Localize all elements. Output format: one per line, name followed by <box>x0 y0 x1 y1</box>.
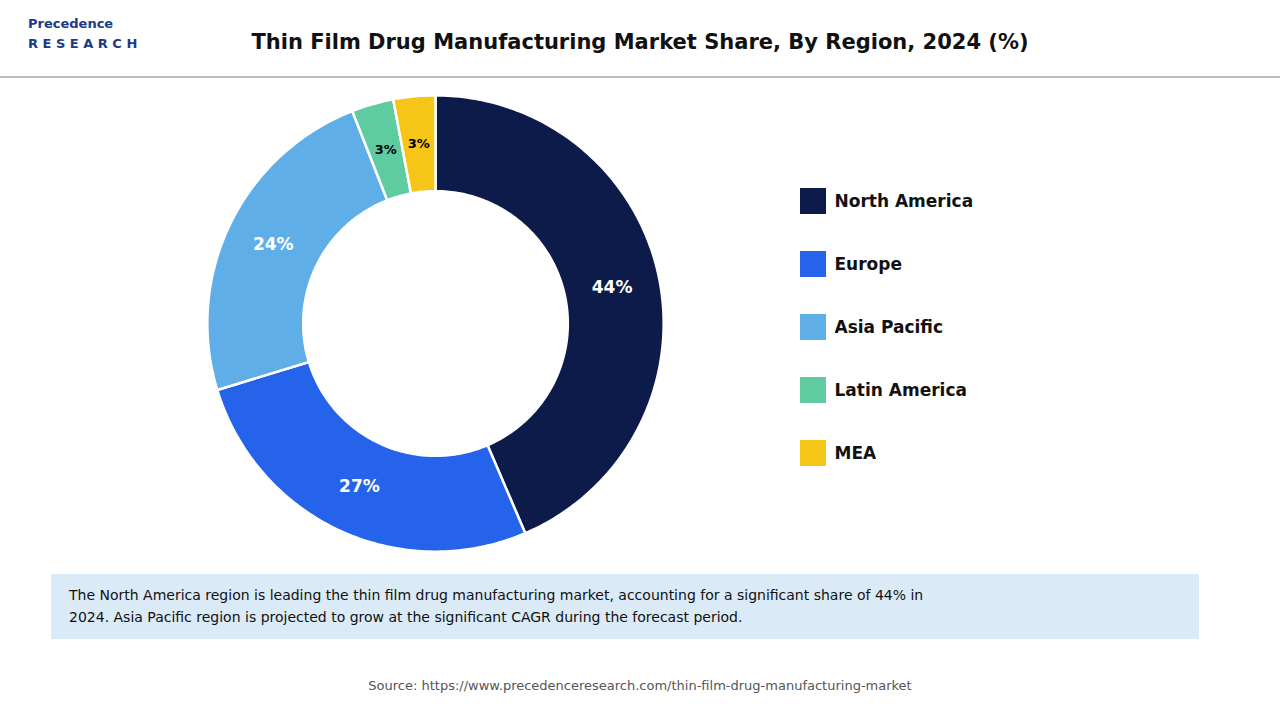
html-text:Latin America: Latin America <box>834 380 967 400</box>
html-text:Europe: Europe <box>834 254 902 274</box>
html-text:North America: North America <box>834 191 974 211</box>
html-text:Thin Film Drug Manufacturing M: Thin Film Drug Manufacturing Market Shar… <box>251 30 1029 54</box>
svg-text:3%: 3% <box>375 142 397 157</box>
svg-text:27%: 27% <box>339 476 380 496</box>
svg-text:24%: 24% <box>253 234 294 254</box>
html-text:Precedence R E S E A R C H: Precedence R E S E A R C H <box>28 16 138 51</box>
svg-text:44%: 44% <box>592 277 633 297</box>
svg-text:3%: 3% <box>408 136 430 151</box>
html-text:2024. Asia Pacific region is p: 2024. Asia Pacific region is projected t… <box>69 609 743 626</box>
html-text:Source: https://www.precedence: Source: https://www.precedenceresearch.c… <box>368 678 912 693</box>
html-text:MEA: MEA <box>834 443 877 463</box>
html-text:Asia Pacific: Asia Pacific <box>834 317 944 337</box>
html-text:The North America region is le: The North America region is leading the … <box>69 587 924 603</box>
